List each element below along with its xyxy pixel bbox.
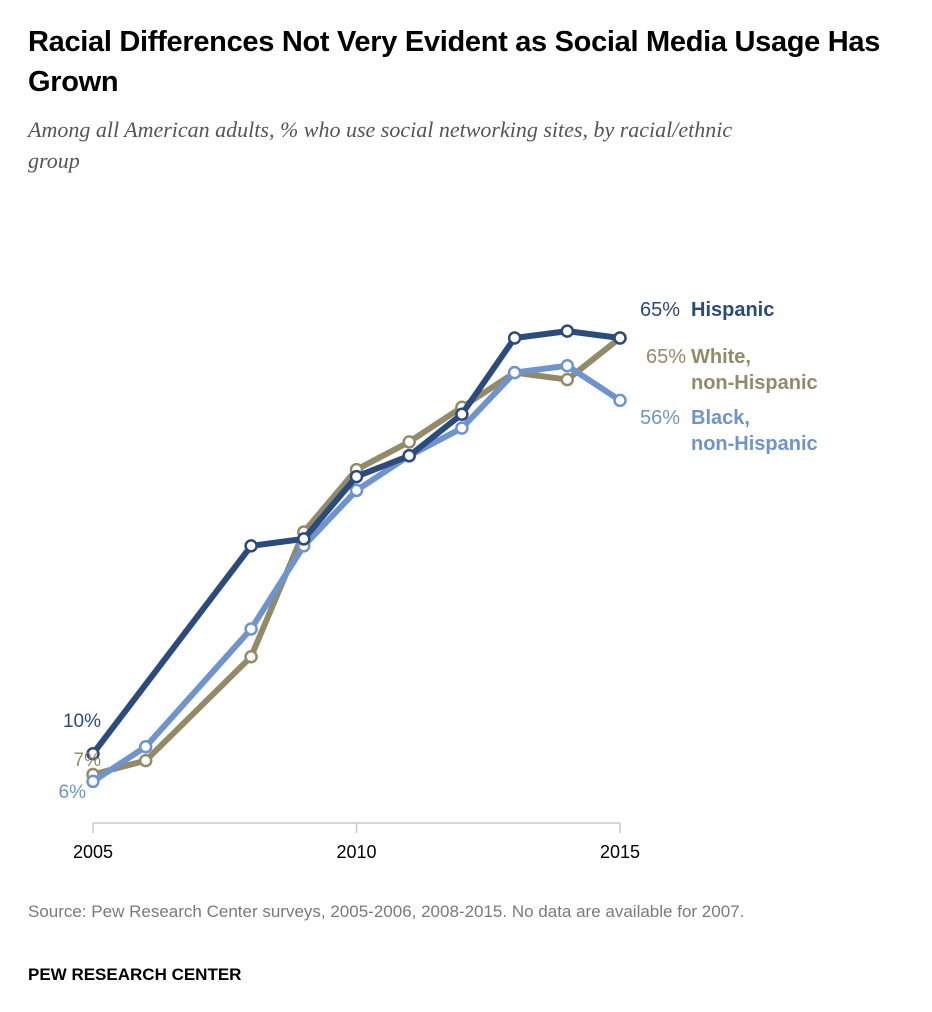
- series-end-value: 65%: [646, 346, 686, 368]
- data-point: [560, 358, 575, 373]
- data-point: [138, 753, 153, 768]
- series-name-label: Hispanic: [691, 299, 774, 321]
- data-point: [297, 532, 311, 546]
- series-name-label: non-Hispanic: [691, 433, 818, 455]
- x-tick-label: 2015: [600, 842, 640, 862]
- chart-subtitle: Among all American adults, % who use soc…: [28, 117, 733, 173]
- data-point: [507, 331, 522, 345]
- series-name-label: Black,: [691, 407, 750, 429]
- x-tick-label: 2005: [73, 842, 113, 862]
- series-line: [90, 362, 623, 785]
- x-tick-label: 2010: [336, 842, 376, 862]
- series-name-label: White,: [691, 346, 751, 368]
- data-point: [244, 649, 258, 664]
- data-point: [86, 774, 100, 789]
- series-line: [90, 335, 623, 778]
- data-point: [244, 622, 258, 636]
- series-end-value: 56%: [640, 407, 680, 429]
- data-point: [244, 539, 258, 553]
- data-point: [455, 407, 469, 421]
- data-point: [507, 365, 522, 380]
- series-start-label: 10%: [63, 711, 101, 732]
- series-name-label: non-Hispanic: [691, 372, 818, 394]
- data-point: [138, 740, 153, 754]
- series-start-label: 7%: [74, 750, 102, 771]
- data-point: [455, 421, 469, 435]
- data-point: [613, 331, 627, 345]
- brand-label: PEW RESEARCH CENTER: [28, 965, 242, 984]
- data-point: [402, 435, 416, 449]
- source-note: Source: Pew Research Center surveys, 200…: [28, 902, 745, 921]
- data-point: [613, 393, 627, 408]
- chart-title: Racial Differences Not Very Evident as S…: [28, 26, 881, 98]
- series-line: [90, 328, 623, 757]
- data-point: [402, 449, 416, 463]
- data-point: [349, 469, 364, 484]
- data-point: [86, 746, 100, 761]
- data-point: [560, 372, 575, 387]
- data-point: [349, 483, 364, 498]
- data-point: [560, 324, 575, 338]
- series-start-label: 6%: [59, 782, 87, 803]
- series-end-value: 65%: [640, 299, 680, 321]
